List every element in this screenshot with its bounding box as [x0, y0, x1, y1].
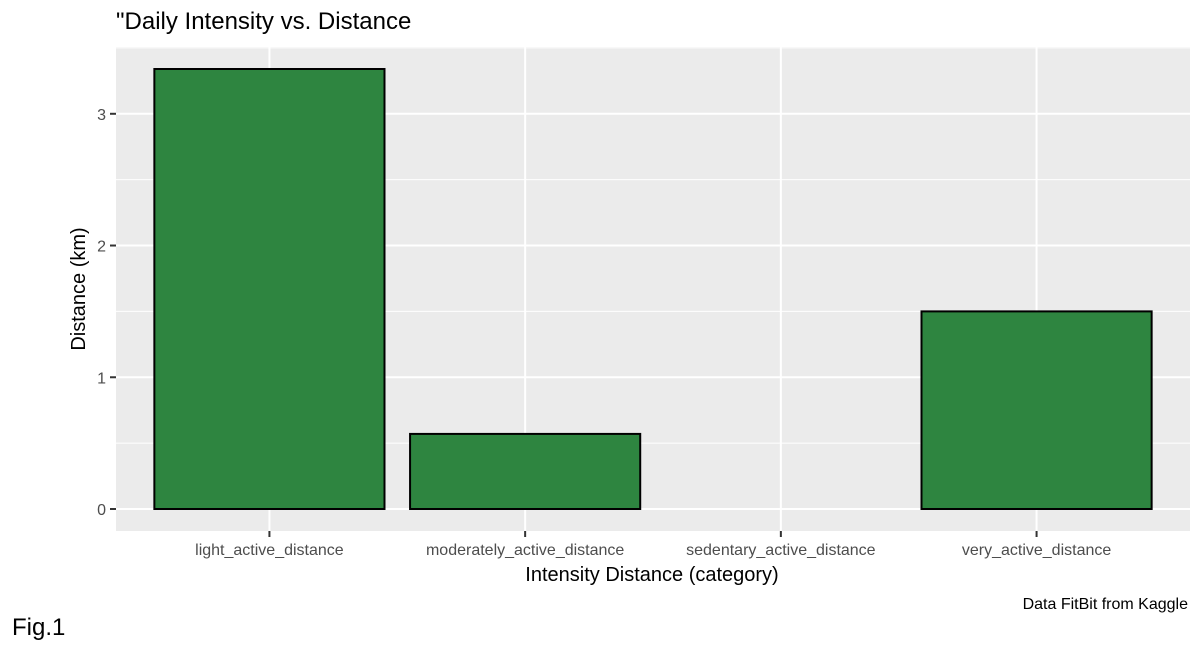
caption: Data FitBit from Kaggle: [1023, 596, 1189, 613]
bar-very_active_distance: [920, 310, 1153, 510]
chart-title: "Daily Intensity vs. Distance: [116, 8, 411, 35]
x-tick-label: light_active_distance: [195, 542, 344, 559]
x-axis-title: Intensity Distance (category): [525, 564, 778, 586]
bar-layer: [153, 68, 1153, 511]
bar-light_active_distance: [153, 68, 386, 510]
y-tick-label: 3: [97, 107, 106, 124]
x-tick-label: moderately_active_distance: [426, 542, 624, 559]
y-tick-label: 2: [97, 239, 106, 256]
figure-tag: Fig.1: [12, 614, 65, 641]
x-tick-label: sedentary_active_distance: [686, 542, 876, 559]
y-tick-label: 1: [97, 370, 106, 387]
y-tick-label: 0: [97, 502, 106, 519]
tick-layer: 0 1 2 3 light_active_distance moderately_acti…: [97, 107, 1111, 559]
x-tick-label: very_active_distance: [962, 542, 1112, 559]
bar-moderately_active_distance: [409, 432, 642, 511]
y-axis-title: Distance (km): [68, 227, 90, 350]
